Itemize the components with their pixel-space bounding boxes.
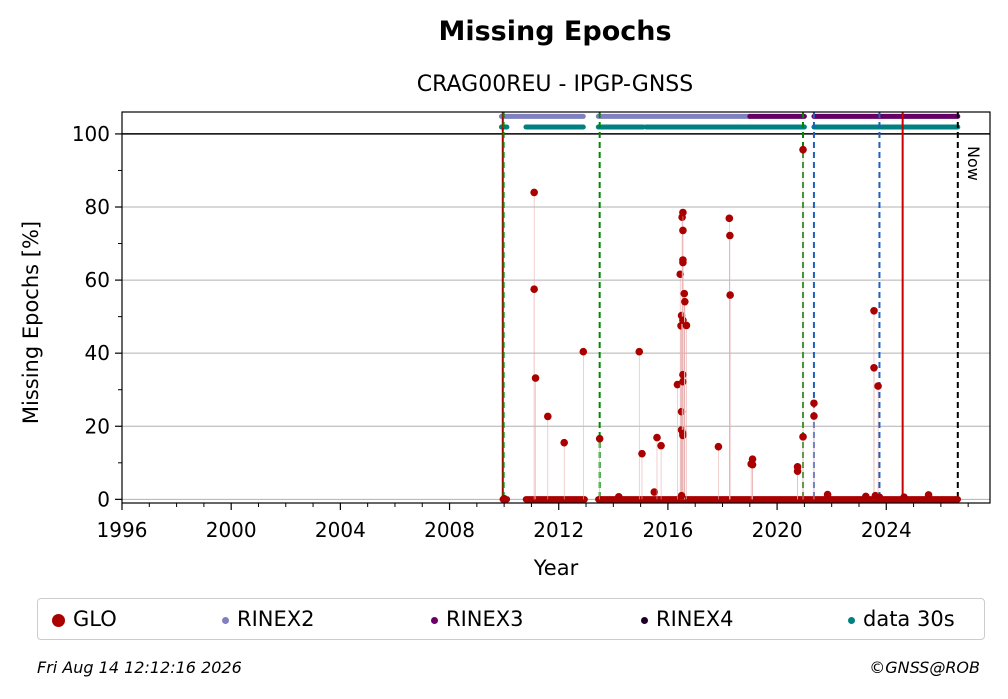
legend-marker-rinex2 bbox=[222, 616, 229, 624]
y-tick-label: 80 bbox=[85, 195, 110, 219]
data-point-glo bbox=[810, 412, 818, 420]
data-point-glo bbox=[681, 297, 689, 306]
legend-marker-rinex4 bbox=[641, 616, 648, 624]
data-point-glo bbox=[714, 442, 723, 451]
data-point-glo bbox=[799, 433, 807, 441]
legend-item-rinex4: RINEX4 bbox=[641, 607, 734, 631]
legend: GLO RINEX2 RINEX3 RINEX4 data 30s bbox=[37, 598, 985, 640]
data-point-glo bbox=[924, 491, 933, 499]
now-label: Now bbox=[964, 146, 983, 181]
legend-label: RINEX4 bbox=[656, 607, 734, 631]
data-point-glo bbox=[595, 434, 604, 443]
data-point-glo bbox=[680, 289, 689, 298]
x-tick-label: 2012 bbox=[533, 518, 584, 542]
x-axis-label: Year bbox=[533, 556, 579, 580]
legend-marker-rinex3 bbox=[431, 616, 438, 624]
footer-timestamp: Fri Aug 14 12:12:16 2026 bbox=[37, 658, 242, 677]
data-point-glo bbox=[635, 347, 644, 356]
y-axis-label: Missing Epochs [%] bbox=[19, 221, 43, 424]
chart-subtitle: CRAG00REU - IPGP-GNSS bbox=[416, 72, 694, 97]
y-tick-label: 60 bbox=[85, 268, 110, 292]
chart-title: Missing Epochs bbox=[438, 16, 672, 47]
data-point-glo bbox=[870, 306, 878, 315]
data-point-glo bbox=[793, 467, 802, 476]
legend-label: GLO bbox=[73, 607, 117, 631]
data-point-glo bbox=[530, 285, 538, 294]
legend-item-data-30s: data 30s bbox=[848, 607, 955, 631]
data-point-glo bbox=[726, 291, 734, 299]
data-point-glo bbox=[726, 231, 734, 240]
data-point-glo bbox=[677, 491, 686, 500]
y-tick-label: 20 bbox=[85, 414, 110, 438]
data-point-glo bbox=[677, 407, 686, 416]
missing-epochs-chart: 0 20 40 60 80 100 1996 2000 2004 2008 2012 2016 2020… bbox=[19, 111, 991, 580]
data-point-glo bbox=[682, 321, 691, 330]
data-point-glo bbox=[531, 374, 540, 382]
y-tick-label: 40 bbox=[85, 341, 110, 365]
data-point-glo bbox=[530, 188, 538, 197]
x-tick-label: 2008 bbox=[424, 518, 475, 542]
data-point-glo bbox=[679, 370, 687, 379]
data-point-glo bbox=[653, 433, 661, 442]
availability-bars bbox=[498, 113, 961, 130]
grid-layer bbox=[122, 133, 990, 500]
legend-label: RINEX2 bbox=[237, 607, 315, 631]
legend-label: data 30s bbox=[863, 607, 955, 631]
data-point-glo bbox=[799, 145, 807, 154]
data-point-glo bbox=[810, 399, 818, 408]
data-point-glo bbox=[874, 382, 882, 390]
data-point-glo bbox=[679, 226, 687, 235]
data-point-glo bbox=[679, 208, 687, 217]
legend-item-rinex3: RINEX3 bbox=[431, 607, 524, 631]
data-point-glo bbox=[657, 441, 665, 450]
data-points bbox=[499, 145, 962, 503]
data-point-glo bbox=[650, 488, 659, 496]
data-point-glo bbox=[500, 494, 508, 503]
data-point-glo bbox=[862, 492, 870, 501]
data-point-glo bbox=[875, 493, 884, 501]
legend-marker-glo bbox=[52, 613, 65, 627]
x-tick-label: 2024 bbox=[861, 518, 912, 542]
data-point-glo bbox=[748, 460, 757, 469]
footer-copyright: ©GNSS@ROB bbox=[869, 658, 980, 677]
legend-item-rinex2: RINEX2 bbox=[222, 607, 315, 631]
legend-marker-data-30s bbox=[848, 616, 855, 624]
x-tick-label: 1996 bbox=[97, 518, 148, 542]
legend-label: RINEX3 bbox=[446, 607, 524, 631]
data-point-glo bbox=[748, 455, 757, 463]
data-point-glo bbox=[579, 347, 588, 356]
plot-frame bbox=[121, 111, 991, 504]
data-point-glo bbox=[679, 431, 687, 440]
data-point-glo bbox=[679, 258, 687, 267]
data-point-glo bbox=[544, 412, 552, 421]
axes: 0 20 40 60 80 100 1996 2000 2004 2008 2012 2016 2020… bbox=[72, 122, 969, 542]
x-tick-label: 2004 bbox=[315, 518, 366, 542]
x-tick-label: 2000 bbox=[206, 518, 257, 542]
data-point-glo bbox=[560, 438, 568, 447]
data-point-glo bbox=[725, 214, 734, 223]
data-point-glo bbox=[870, 363, 878, 372]
data-point-glo bbox=[900, 493, 908, 501]
data-point-glo bbox=[614, 492, 623, 501]
data-point-glo bbox=[638, 449, 646, 458]
data-point-glo bbox=[679, 377, 687, 386]
x-tick-label: 2020 bbox=[752, 518, 803, 542]
legend-item-glo: GLO bbox=[52, 607, 117, 631]
y-tick-label: 0 bbox=[97, 487, 110, 511]
data-point-glo bbox=[823, 490, 832, 499]
x-tick-label: 2016 bbox=[642, 518, 693, 542]
y-tick-label: 100 bbox=[72, 122, 110, 146]
